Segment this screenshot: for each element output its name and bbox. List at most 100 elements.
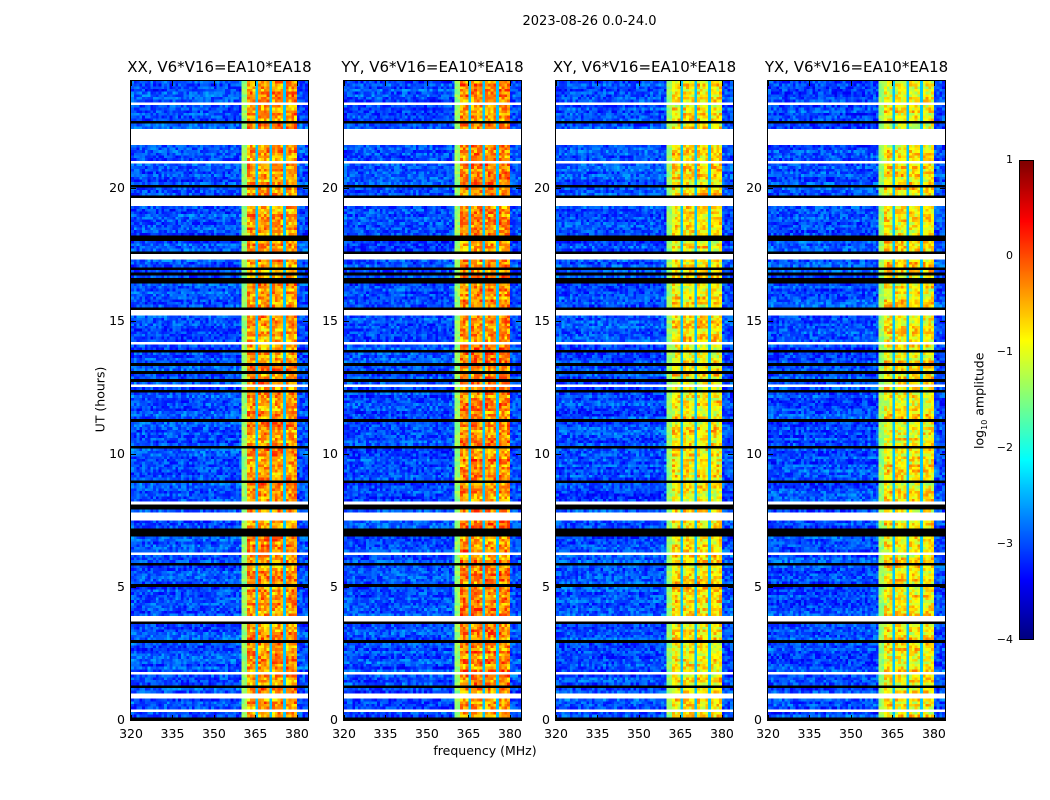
x-tick-label: 350 <box>627 726 651 741</box>
y-tick-mark <box>728 453 733 455</box>
x-tick-mark <box>344 715 345 720</box>
x-tick-label: 335 <box>160 726 185 741</box>
x-tick-mark <box>768 715 769 720</box>
x-tick-mark <box>721 715 723 720</box>
y-tick-mark <box>556 187 561 189</box>
y-tick-mark <box>303 187 308 189</box>
x-tick-label: 335 <box>797 726 822 741</box>
x-tick-mark <box>172 81 174 86</box>
x-tick-mark <box>850 715 852 720</box>
y-tick-label: 10 <box>746 445 762 461</box>
y-tick-mark <box>768 453 773 455</box>
y-tick-mark <box>556 320 561 322</box>
y-tick-label: 20 <box>109 179 125 195</box>
x-tick-label: 350 <box>839 726 863 741</box>
x-tick-label: 365 <box>880 726 905 741</box>
y-tick-label: 15 <box>322 312 338 328</box>
y-tick-mark <box>131 187 136 189</box>
x-tick-mark <box>296 81 298 86</box>
y-tick-label: 5 <box>754 578 762 594</box>
y-tick-label: 10 <box>109 445 125 461</box>
y-tick-mark <box>556 720 561 721</box>
x-tick-mark <box>468 715 470 720</box>
y-tick-mark <box>344 586 349 588</box>
x-tick-mark <box>768 81 769 86</box>
y-tick-label: 20 <box>534 179 550 195</box>
spectrogram-panel-2: YY, V6*V16=EA10*EA18 320 335 350 365 380 0 5 10 1… <box>322 58 524 741</box>
y-tick-mark <box>131 320 136 322</box>
y-tick-mark <box>940 720 945 721</box>
x-tick-mark <box>809 715 811 720</box>
x-tick-label: 320 <box>332 726 356 741</box>
x-tick-label: 380 <box>922 726 946 741</box>
x-tick-mark <box>850 81 852 86</box>
x-tick-label: 335 <box>585 726 610 741</box>
y-tick-mark <box>768 320 773 322</box>
x-tick-mark <box>809 81 811 86</box>
x-tick-mark <box>509 81 511 86</box>
y-tick-label: 0 <box>754 712 762 727</box>
y-tick-mark <box>516 586 521 588</box>
colorbar-tick-label: −2 <box>996 441 1013 454</box>
y-tick-mark <box>131 720 136 721</box>
y-tick-label: 20 <box>322 179 338 195</box>
x-tick-mark <box>680 81 682 86</box>
heatmap <box>131 81 308 720</box>
y-tick-mark <box>940 187 945 189</box>
colorbar-tick-label: −4 <box>996 633 1013 646</box>
y-tick-mark <box>556 586 561 588</box>
x-tick-mark <box>933 715 935 720</box>
x-tick-mark <box>344 81 345 86</box>
x-tick-label: 335 <box>373 726 398 741</box>
x-tick-label: 380 <box>285 726 309 741</box>
y-tick-label: 0 <box>330 712 338 727</box>
spectrogram-panel-1: XX, V6*V16=EA10*EA18 320 335 350 365 380 0 5 10 1… <box>109 58 312 741</box>
y-tick-mark <box>344 320 349 322</box>
spectrogram-panel-4: YX, V6*V16=EA10*EA18 320 335 350 365 380 0 5 10 1… <box>746 58 948 741</box>
x-tick-mark <box>468 81 470 86</box>
x-tick-mark <box>172 715 174 720</box>
x-tick-label: 380 <box>710 726 734 741</box>
heatmap <box>768 81 945 720</box>
y-tick-mark <box>303 453 308 455</box>
x-tick-mark <box>556 81 557 86</box>
spectrogram-panel-3: XY, V6*V16=EA10*EA18 320 335 350 365 380 0 5 10 1… <box>534 58 736 741</box>
x-tick-mark <box>255 81 257 86</box>
x-tick-label: 320 <box>119 726 143 741</box>
x-tick-label: 320 <box>756 726 780 741</box>
x-tick-label: 350 <box>202 726 226 741</box>
y-tick-label: 0 <box>542 712 550 727</box>
y-tick-label: 20 <box>746 179 762 195</box>
figure-title: 2023-08-26 0.0-24.0 <box>522 14 657 29</box>
x-tick-mark <box>213 715 215 720</box>
x-tick-mark <box>426 81 428 86</box>
x-axis-label: frequency (MHz) <box>433 743 537 758</box>
y-tick-mark <box>940 586 945 588</box>
y-tick-mark <box>303 320 308 322</box>
y-tick-mark <box>728 187 733 189</box>
x-tick-mark <box>892 715 894 720</box>
y-tick-mark <box>516 453 521 455</box>
x-tick-mark <box>213 81 215 86</box>
y-tick-label: 5 <box>542 578 550 594</box>
y-tick-label: 0 <box>117 712 125 727</box>
y-tick-label: 5 <box>117 578 125 594</box>
x-tick-label: 320 <box>544 726 568 741</box>
x-tick-label: 365 <box>668 726 693 741</box>
y-tick-mark <box>344 453 349 455</box>
x-tick-mark <box>933 81 935 86</box>
y-tick-mark <box>516 187 521 189</box>
y-tick-mark <box>768 187 773 189</box>
panel-title: YY, V6*V16=EA10*EA18 <box>341 58 524 76</box>
y-tick-mark <box>131 586 136 588</box>
x-tick-mark <box>556 715 557 720</box>
y-tick-mark <box>303 720 308 721</box>
colorbar-tick-label: −3 <box>996 537 1013 550</box>
x-tick-mark <box>680 715 682 720</box>
x-tick-mark <box>597 81 599 86</box>
panel-title: XX, V6*V16=EA10*EA18 <box>127 58 312 76</box>
x-tick-mark <box>509 715 511 720</box>
y-tick-mark <box>940 453 945 455</box>
x-tick-mark <box>721 81 723 86</box>
